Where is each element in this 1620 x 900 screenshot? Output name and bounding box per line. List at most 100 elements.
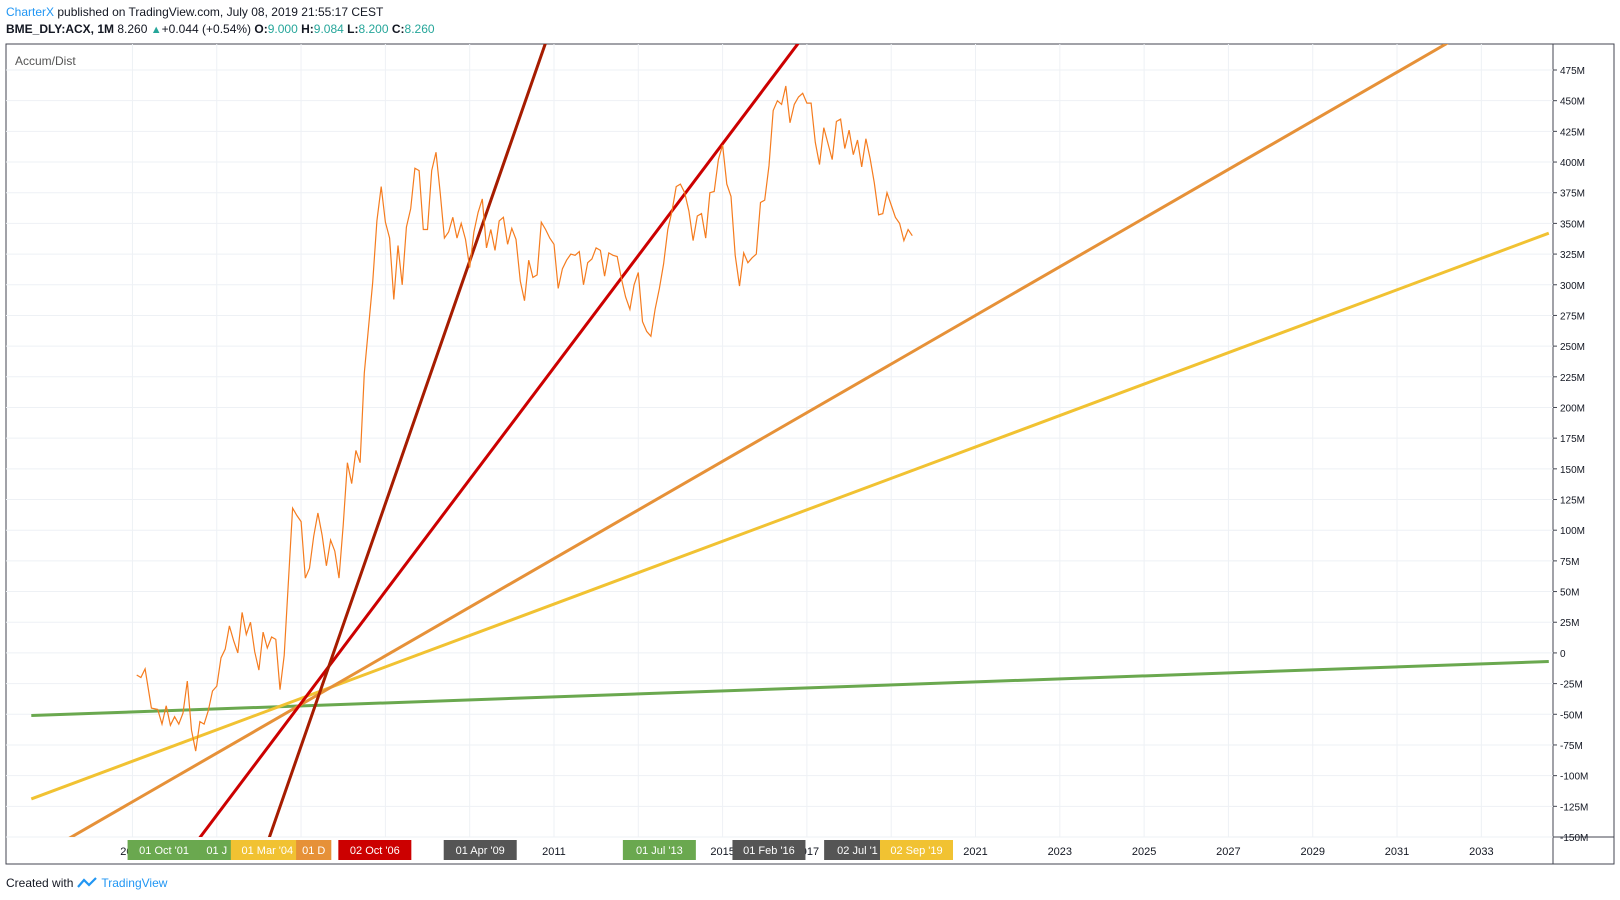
- y-tick-label: 475M: [1560, 66, 1585, 77]
- date-badge-bg: [230, 840, 304, 860]
- accum-dist-series-line: [136, 85, 913, 752]
- last-price: 8.260: [117, 22, 148, 36]
- y-tick-label: 250M: [1560, 342, 1585, 353]
- created-with-text: Created with: [6, 876, 74, 890]
- high-value: 9.084: [313, 22, 344, 36]
- published-text: published on TradingView.com, July 08, 2…: [54, 5, 384, 19]
- date-badge-bg: [296, 840, 332, 860]
- symbol-row: BME_DLY:ACX, 1M 8.260 ▲+0.044 (+0.54%) O…: [6, 21, 435, 39]
- trendlines[interactable]: [30, 43, 1550, 843]
- date-badge-label: 01 Feb '16: [743, 845, 795, 857]
- y-tick-label: -25M: [1560, 680, 1583, 691]
- price-axis[interactable]: 475M 450M 425M 400M 375M 350M 325M 300M 275M 250M…: [1553, 66, 1588, 844]
- tradingview-logo-icon: [77, 877, 98, 888]
- date-badge-bg: [732, 840, 806, 860]
- date-badge-label: 01 Oct '01: [139, 845, 189, 857]
- y-tick-label: 325M: [1560, 250, 1585, 261]
- y-tick-label: 375M: [1560, 189, 1585, 200]
- trendline-1[interactable]: [31, 660, 1549, 718]
- low-value: 8.200: [358, 22, 389, 36]
- date-badge-label: 01 Apr '09: [456, 845, 505, 857]
- date-badge-label: 01 Jul '13: [636, 845, 683, 857]
- y-tick-label: 425M: [1560, 127, 1585, 138]
- date-badge: 01 Feb '16: [732, 840, 806, 860]
- date-badge-bg: [622, 840, 696, 860]
- close-value: 8.260: [404, 22, 435, 36]
- y-tick-label: 150M: [1560, 465, 1585, 476]
- open-label: O:: [254, 22, 268, 36]
- y-tick-label: -50M: [1560, 710, 1583, 721]
- y-tick-label: 225M: [1560, 373, 1585, 384]
- y-tick-label: 50M: [1560, 588, 1579, 599]
- date-badge: 01 J: [199, 840, 235, 860]
- up-arrow-icon: ▲: [150, 24, 162, 36]
- date-badge-bg: [879, 840, 953, 860]
- x-tick-label: 2033: [1469, 846, 1493, 858]
- date-badge-bg: [199, 840, 235, 860]
- y-tick-label: 275M: [1560, 311, 1585, 322]
- date-badge: 01 Apr '09: [443, 840, 517, 860]
- y-tick-label: 100M: [1560, 526, 1585, 537]
- x-tick-label: 2021: [963, 846, 987, 858]
- y-tick-label: 350M: [1560, 219, 1585, 230]
- high-label: H:: [301, 22, 314, 36]
- y-tick-label: -125M: [1560, 802, 1588, 813]
- y-tick-label: 175M: [1560, 434, 1585, 445]
- chart-header: CharterX published on TradingView.com, J…: [6, 4, 435, 39]
- x-tick-label: 2023: [1048, 846, 1072, 858]
- y-tick-label: 450M: [1560, 97, 1585, 108]
- date-badge-bg: [824, 840, 891, 860]
- open-value: 9.000: [267, 22, 298, 36]
- date-badge: 01 D: [296, 840, 332, 860]
- footer: Created with TradingView: [6, 876, 167, 890]
- grid: [6, 44, 1553, 838]
- date-badge: 02 Jul '1: [824, 840, 891, 860]
- y-tick-label: 75M: [1560, 557, 1579, 568]
- date-badge-label: 02 Oct '06: [350, 845, 400, 857]
- date-badge: 02 Oct '06: [338, 840, 412, 860]
- series-group: [136, 85, 913, 752]
- date-badge-bg: [127, 840, 201, 860]
- chart-frame: [5, 43, 1615, 865]
- publish-line: CharterX published on TradingView.com, J…: [6, 4, 435, 21]
- indicator-title: Accum/Dist: [15, 54, 76, 68]
- x-tick-label: 2025: [1132, 846, 1156, 858]
- date-badge: 01 Jul '13: [622, 840, 696, 860]
- close-label: C:: [391, 22, 405, 36]
- y-tick-label: 125M: [1560, 496, 1585, 507]
- symbol-name: BME_DLY:ACX, 1M: [6, 22, 115, 36]
- trendline-5[interactable]: [267, 43, 547, 843]
- date-badge-label: 01 J: [206, 845, 227, 857]
- price-change: +0.044 (+0.54%): [161, 22, 252, 36]
- x-tick-label: 2027: [1216, 846, 1240, 858]
- y-tick-label: -150M: [1560, 833, 1588, 844]
- date-badge-bg: [338, 840, 412, 860]
- date-badge-label: 01 D: [302, 845, 325, 857]
- y-tick-label: 300M: [1560, 281, 1585, 292]
- trendline-3[interactable]: [61, 43, 1449, 843]
- y-tick-label: 400M: [1560, 158, 1585, 169]
- date-badges: 01 Oct '01 01 J 01 Mar '04 01 D 02 Oct '06 01…: [127, 840, 953, 860]
- date-badge-bg: [443, 840, 517, 860]
- y-tick-label: 0: [1560, 649, 1566, 660]
- date-badge-label: 02 Jul '1: [837, 845, 878, 857]
- x-tick-label: 2031: [1385, 846, 1409, 858]
- low-label: L:: [347, 22, 359, 36]
- x-tick-label: 2011: [542, 846, 566, 858]
- date-badge-label: 02 Sep '19: [890, 845, 942, 857]
- tradingview-link[interactable]: TradingView: [101, 876, 168, 890]
- date-badge: 01 Mar '04: [230, 840, 304, 860]
- date-badge: 02 Sep '19: [879, 840, 953, 860]
- x-tick-label: 2015: [710, 846, 734, 858]
- author-link[interactable]: CharterX: [6, 5, 55, 19]
- y-tick-label: -100M: [1560, 772, 1588, 783]
- date-badge-label: 01 Mar '04: [242, 845, 294, 857]
- y-tick-label: 200M: [1560, 403, 1585, 414]
- y-tick-label: 25M: [1560, 618, 1579, 629]
- trendline-4[interactable]: [196, 43, 800, 843]
- x-tick-label: 2029: [1300, 846, 1324, 858]
- trendline-2[interactable]: [30, 231, 1550, 801]
- date-badge: 01 Oct '01: [127, 840, 201, 860]
- y-tick-label: -75M: [1560, 741, 1583, 752]
